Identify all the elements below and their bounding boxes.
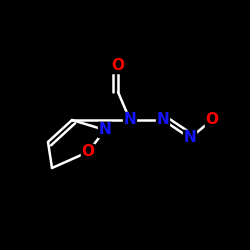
Text: O: O	[112, 58, 124, 74]
Text: N: N	[124, 112, 136, 128]
Text: O: O	[206, 112, 218, 128]
Text: N: N	[98, 122, 112, 138]
Text: N: N	[156, 112, 170, 128]
Text: N: N	[184, 130, 196, 146]
Text: O: O	[82, 144, 94, 160]
